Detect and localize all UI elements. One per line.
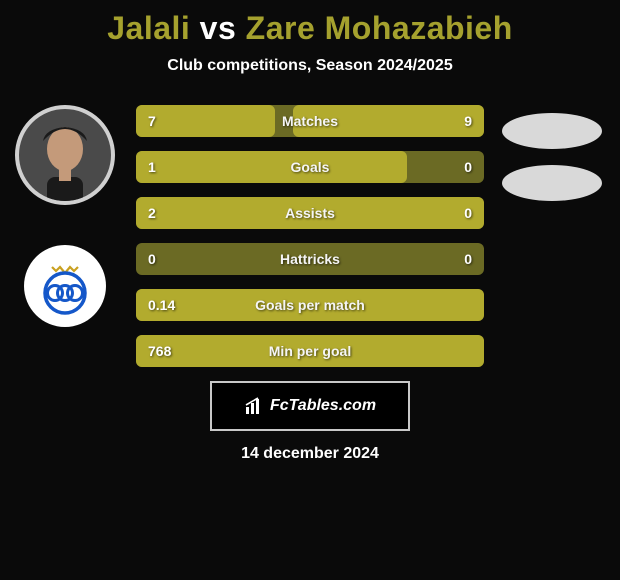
stat-label: Min per goal (136, 335, 484, 367)
left-avatars (10, 105, 120, 327)
stat-row: 768Min per goal (136, 335, 484, 367)
stat-label: Goals per match (136, 289, 484, 321)
title-player1: Jalali (107, 10, 190, 46)
person-icon (25, 121, 105, 201)
stat-row: 79Matches (136, 105, 484, 137)
stat-row: 10Goals (136, 151, 484, 183)
stat-label: Matches (136, 105, 484, 137)
fctables-logo-icon (244, 396, 264, 416)
brand-text: FcTables.com (270, 397, 376, 415)
player2-club-placeholder (502, 165, 602, 201)
player2-avatar-placeholder (502, 113, 602, 149)
title-player2: Zare Mohazabieh (246, 10, 513, 46)
page-title: Jalali vs Zare Mohazabieh (0, 0, 620, 47)
stat-row: 00Hattricks (136, 243, 484, 275)
stat-label: Goals (136, 151, 484, 183)
stat-label: Hattricks (136, 243, 484, 275)
stat-row: 0.14Goals per match (136, 289, 484, 321)
right-avatars (500, 113, 604, 217)
subtitle: Club competitions, Season 2024/2025 (0, 57, 620, 75)
player1-avatar (15, 105, 115, 205)
stat-row: 20Assists (136, 197, 484, 229)
player1-club-badge (24, 245, 106, 327)
stats-rows: 79Matches 10Goals 20Assists 00Hattricks 0.14… (136, 105, 484, 367)
stats-panel: 79Matches 10Goals 20Assists 00Hattricks 0.14… (0, 105, 620, 367)
stat-label: Assists (136, 197, 484, 229)
brand-footer: FcTables.com (210, 381, 410, 431)
title-vs: vs (200, 10, 237, 46)
footer-date: 14 december 2024 (0, 445, 620, 463)
club-crest-icon (32, 253, 98, 319)
